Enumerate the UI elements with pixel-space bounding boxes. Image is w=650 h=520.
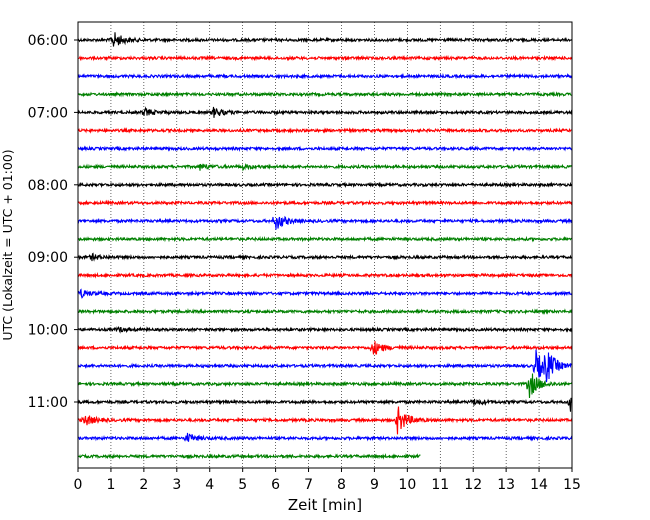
y-tick-label: 09:00 bbox=[28, 250, 68, 266]
trace-line bbox=[77, 341, 573, 355]
x-tick-label: 3 bbox=[172, 477, 181, 493]
x-tick-label: 10 bbox=[398, 477, 416, 493]
x-tick-label: 4 bbox=[205, 477, 214, 493]
trace-line bbox=[77, 373, 573, 399]
trace-line bbox=[77, 32, 573, 47]
x-tick-label: 15 bbox=[563, 477, 581, 493]
y-axis-label: UTC (Lokalzeit = UTC + 01:00) bbox=[0, 149, 15, 340]
trace-line bbox=[77, 397, 573, 412]
x-tick-label: 5 bbox=[238, 477, 247, 493]
x-tick-label: 8 bbox=[337, 477, 346, 493]
trace-line bbox=[77, 215, 573, 230]
y-tick-label: 07:00 bbox=[28, 105, 68, 121]
x-tick-label: 6 bbox=[271, 477, 280, 493]
y-tick-label: 08:00 bbox=[28, 178, 68, 194]
x-axis: 0 1 2 3 4 5 6 7 8 9 10 11 12 13 14 15 bbox=[74, 468, 581, 493]
trace-line bbox=[77, 199, 573, 207]
x-tick-label: 11 bbox=[431, 477, 449, 493]
trace-line bbox=[77, 252, 573, 262]
y-axis: 06:00 07:00 08:00 09:00 10:00 11:00 bbox=[28, 33, 78, 411]
x-tick-label: 14 bbox=[530, 477, 548, 493]
trace-line bbox=[77, 181, 573, 189]
y-tick-label: 10:00 bbox=[28, 323, 68, 339]
trace-line bbox=[77, 145, 573, 153]
y-tick-label: 06:00 bbox=[28, 33, 68, 49]
trace-line bbox=[77, 106, 573, 118]
x-tick-label: 12 bbox=[464, 477, 482, 493]
x-tick-label: 7 bbox=[304, 477, 313, 493]
plot-frame bbox=[77, 21, 573, 469]
grid-lines bbox=[110, 22, 540, 468]
trace-line bbox=[77, 406, 573, 435]
trace-line bbox=[77, 162, 573, 172]
trace-line bbox=[77, 308, 573, 315]
trace-line bbox=[77, 349, 573, 383]
trace-line bbox=[77, 235, 573, 243]
x-tick-label: 1 bbox=[106, 477, 115, 493]
x-axis-label: Zeit [min] bbox=[288, 496, 362, 514]
trace-line bbox=[77, 326, 573, 334]
x-tick-label: 13 bbox=[497, 477, 515, 493]
trace-line bbox=[77, 271, 573, 279]
trace-line bbox=[77, 54, 573, 62]
trace-group bbox=[77, 32, 573, 460]
trace-line bbox=[77, 72, 573, 80]
x-tick-label: 9 bbox=[370, 477, 379, 493]
trace-line bbox=[77, 288, 573, 299]
trace-line bbox=[77, 432, 573, 442]
trace-line bbox=[77, 90, 573, 98]
y-tick-label: 11:00 bbox=[28, 395, 68, 411]
x-tick-label: 0 bbox=[74, 477, 83, 493]
trace-line bbox=[77, 127, 573, 134]
x-tick-label: 2 bbox=[139, 477, 148, 493]
trace-line bbox=[77, 452, 421, 460]
